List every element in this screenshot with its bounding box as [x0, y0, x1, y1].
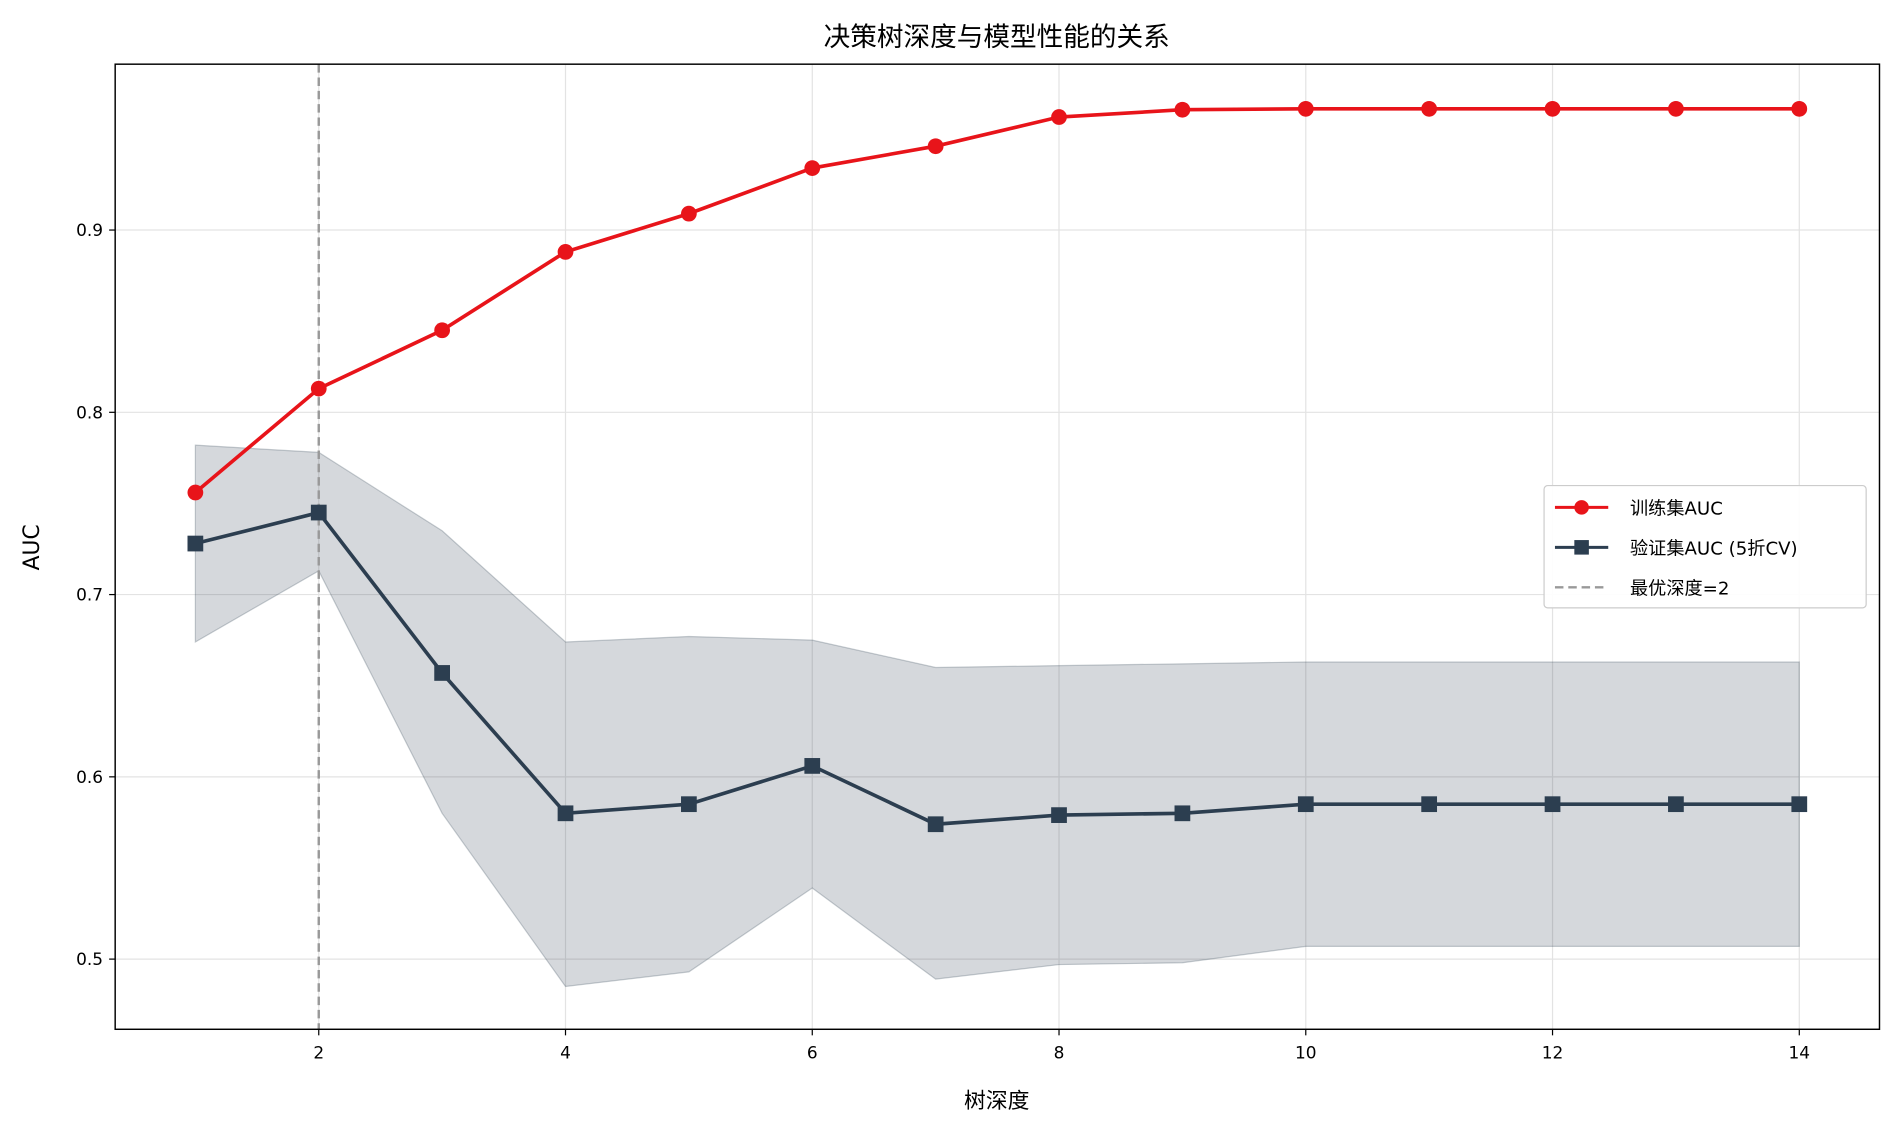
y-tick-label: 0.9: [76, 220, 103, 240]
x-tick-label: 2: [313, 1042, 324, 1062]
train-point: [681, 205, 697, 222]
train-point: [1174, 101, 1191, 118]
x-tick-label: 12: [1542, 1042, 1564, 1062]
series-lines: [187, 100, 1808, 833]
validation-point: [1297, 796, 1314, 813]
y-tick-label: 0.5: [76, 949, 103, 969]
train-point: [1791, 100, 1808, 117]
train-point: [434, 322, 450, 339]
train-point: [1668, 100, 1684, 117]
validation-point: [1421, 796, 1438, 813]
validation-point: [187, 535, 204, 552]
legend-val-marker: [1574, 540, 1589, 555]
std-band: [194, 444, 1800, 988]
x-tick-label: 14: [1789, 1042, 1811, 1062]
legend: 训练集AUC 验证集AUC (5折CV) 最优深度=2: [1543, 484, 1867, 609]
train-point: [187, 484, 204, 501]
confidence-band: [194, 444, 1800, 988]
x-tick-label: 10: [1295, 1042, 1317, 1062]
legend-val-label: 验证集AUC (5折CV): [1630, 539, 1798, 560]
x-ticks: 2 4 6 8 10 12 14: [313, 1029, 1810, 1062]
y-axis-label: AUC: [20, 524, 45, 570]
train-point: [927, 138, 944, 155]
chart-title: 决策树深度与模型性能的关系: [824, 22, 1170, 53]
validation-point: [1174, 805, 1191, 822]
legend-train-label: 训练集AUC: [1630, 499, 1723, 520]
validation-point: [1051, 807, 1067, 823]
x-tick-label: 4: [560, 1042, 571, 1062]
train-point: [1544, 100, 1561, 117]
y-ticks: 0.5 0.6 0.7 0.8 0.9: [76, 220, 116, 969]
validation-line: [194, 510, 1800, 827]
validation-point: [310, 504, 327, 521]
validation-point: [1668, 796, 1684, 813]
validation-point: [681, 796, 697, 813]
plot-frame: [114, 63, 1881, 1031]
legend-vline-label: 最优深度=2: [1630, 579, 1729, 600]
y-tick-label: 0.7: [76, 585, 103, 605]
train-point: [804, 160, 821, 176]
train-point: [1051, 109, 1067, 125]
validation-point: [1791, 796, 1808, 813]
y-tick-label: 0.6: [76, 767, 103, 787]
y-tick-label: 0.8: [76, 402, 103, 422]
x-tick-label: 6: [807, 1042, 818, 1062]
train-point: [310, 380, 327, 397]
validation-point: [434, 665, 450, 681]
train-point: [1421, 100, 1438, 117]
validation-point: [804, 758, 821, 774]
train-line: [194, 107, 1800, 494]
x-axis-label: 树深度: [964, 1089, 1029, 1114]
x-tick-label: 8: [1054, 1042, 1065, 1062]
validation-point: [1544, 796, 1561, 813]
legend-train-marker: [1574, 500, 1589, 515]
legend-frame: [1543, 484, 1867, 609]
validation-point: [927, 816, 944, 833]
validation-point: [557, 805, 574, 822]
train-point: [1297, 100, 1314, 117]
train-point: [557, 244, 574, 260]
